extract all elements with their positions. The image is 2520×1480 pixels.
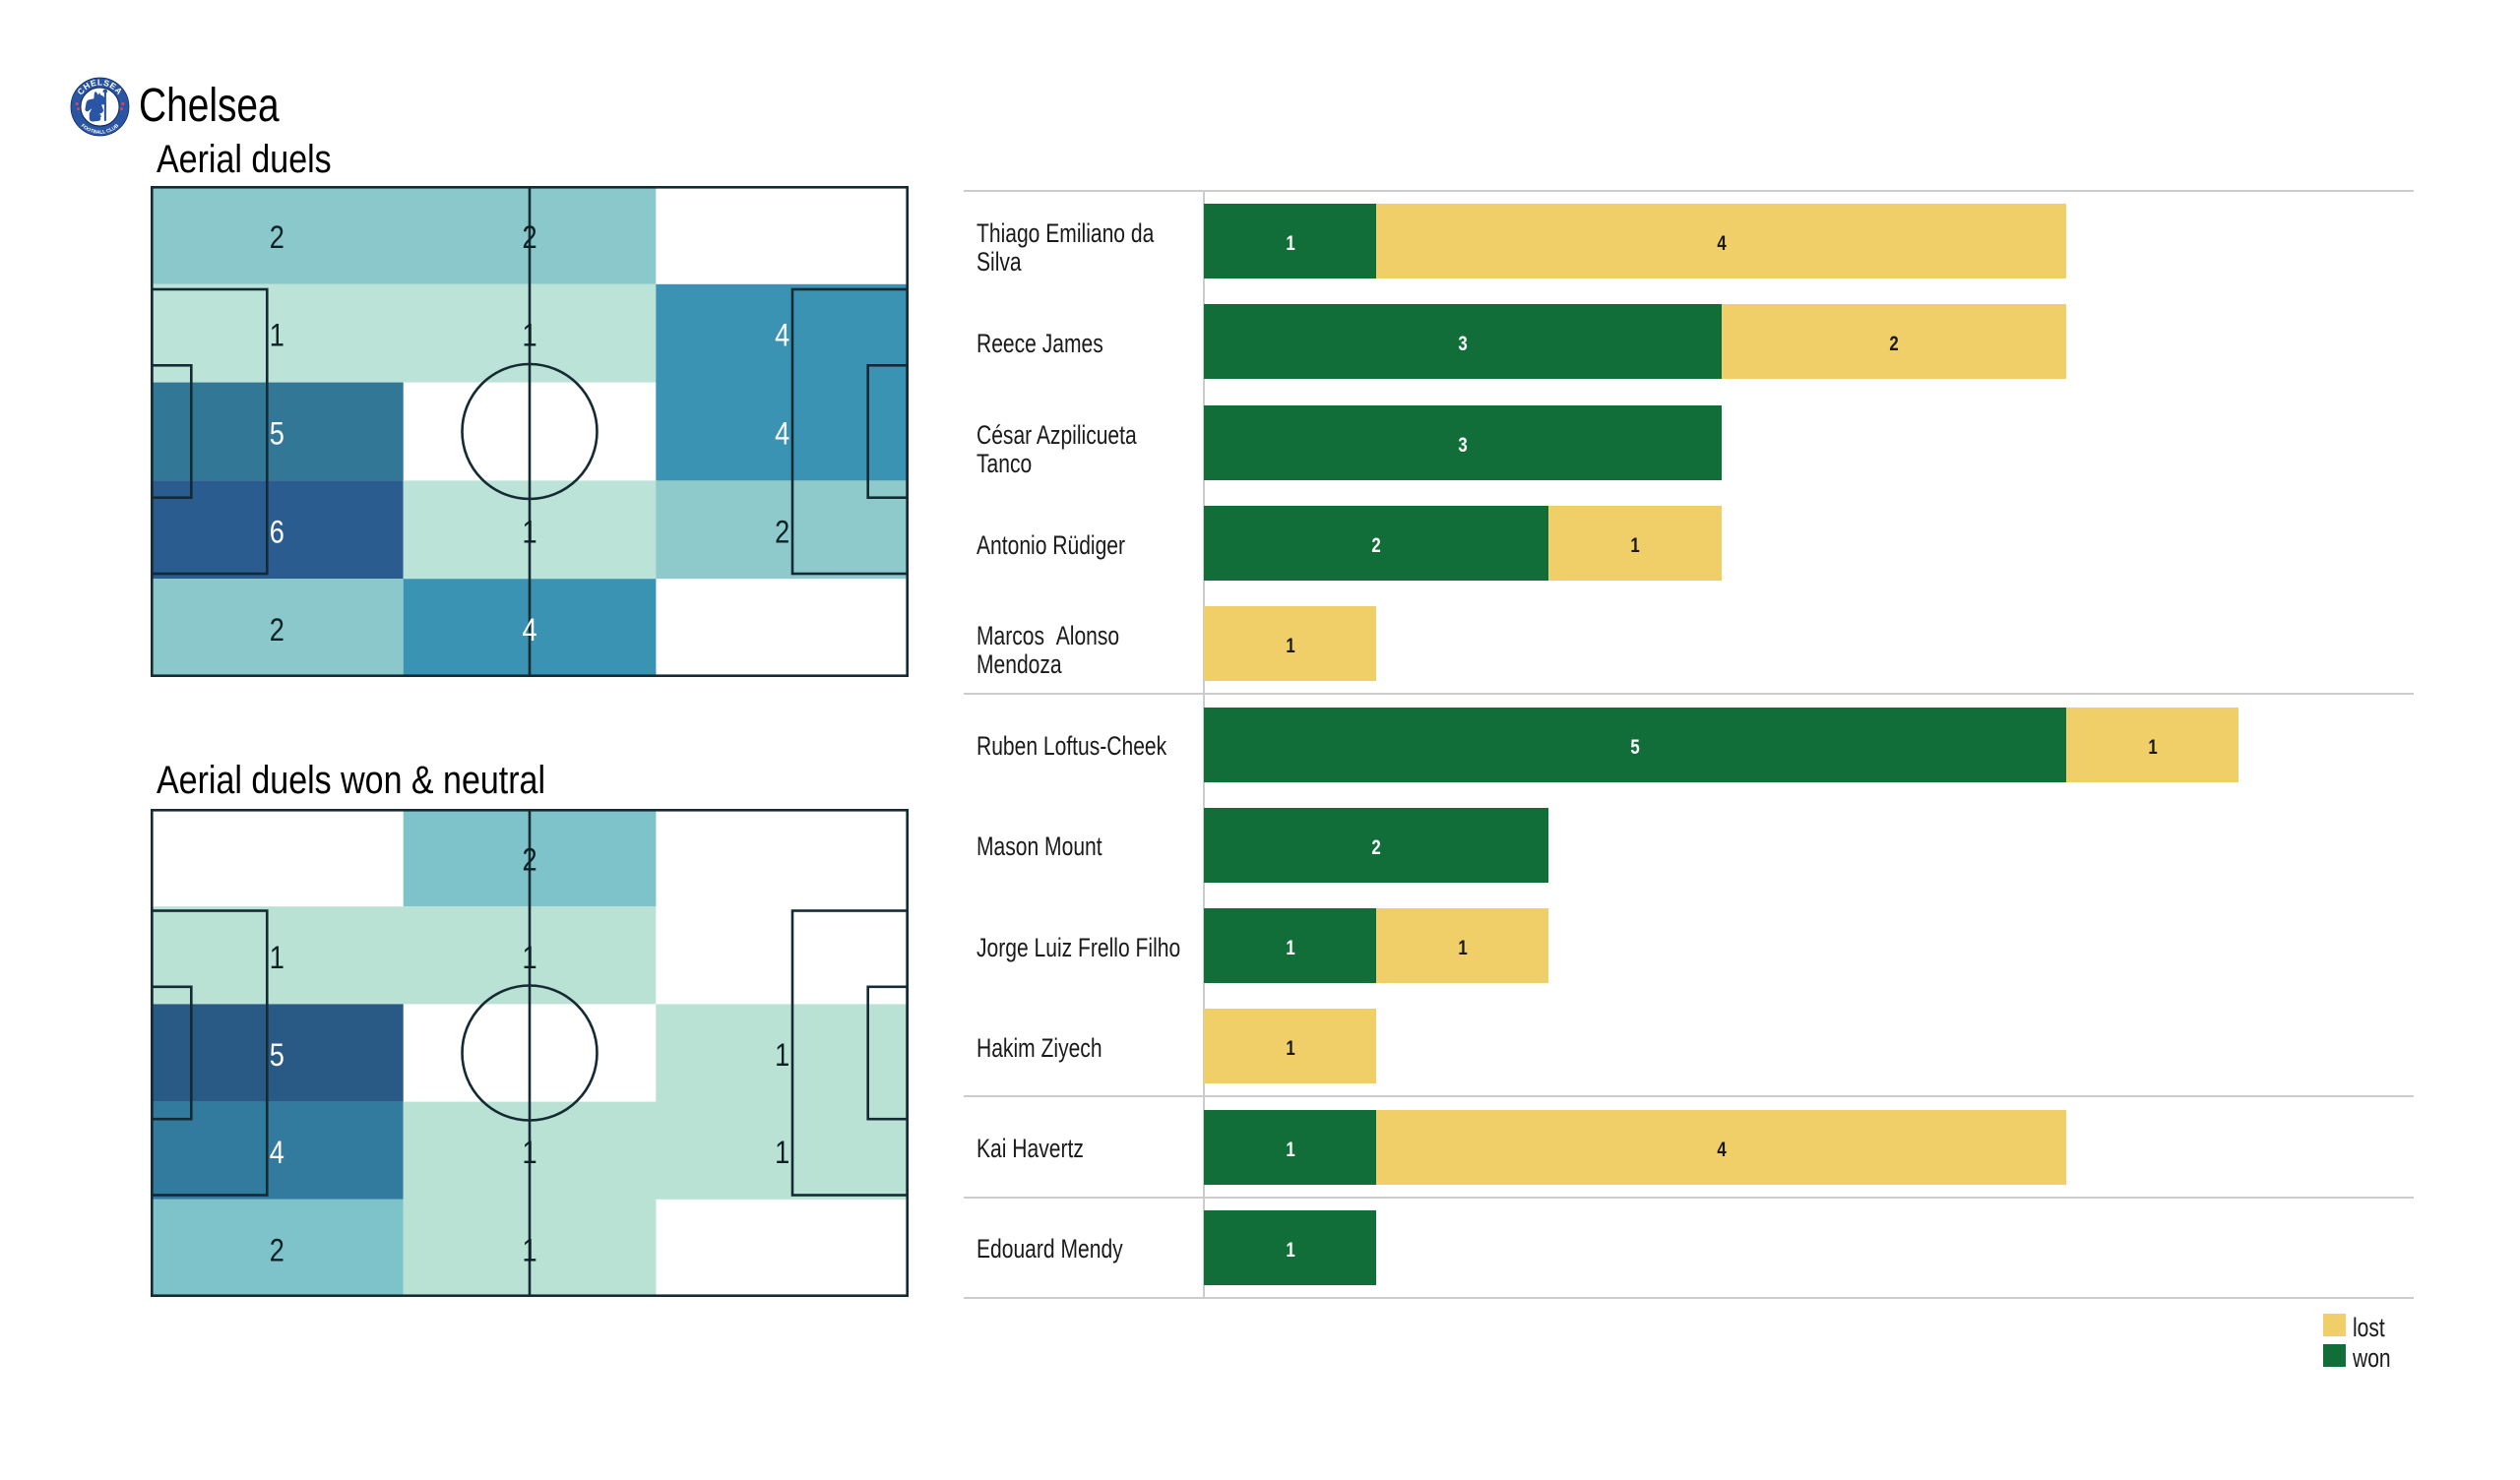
svg-text:1: 1 [522, 515, 536, 550]
svg-text:1: 1 [522, 1136, 536, 1171]
svg-text:2: 2 [270, 1233, 284, 1268]
svg-text:5: 5 [270, 416, 284, 452]
svg-text:1: 1 [522, 1233, 536, 1268]
svg-text:4: 4 [522, 613, 536, 648]
svg-text:5: 5 [270, 1038, 284, 1074]
svg-text:4: 4 [270, 1136, 284, 1171]
svg-text:4: 4 [775, 416, 789, 452]
svg-text:1: 1 [522, 941, 536, 976]
svg-text:1: 1 [775, 1136, 789, 1171]
svg-text:4: 4 [775, 319, 789, 354]
svg-text:2: 2 [270, 613, 284, 648]
svg-text:1: 1 [522, 319, 536, 354]
svg-text:6: 6 [270, 515, 284, 550]
svg-text:1: 1 [270, 941, 284, 976]
svg-text:2: 2 [522, 220, 536, 256]
svg-text:2: 2 [775, 515, 789, 550]
svg-text:1: 1 [270, 319, 284, 354]
svg-text:2: 2 [270, 220, 284, 256]
svg-text:1: 1 [775, 1038, 789, 1074]
svg-text:2: 2 [522, 843, 536, 879]
